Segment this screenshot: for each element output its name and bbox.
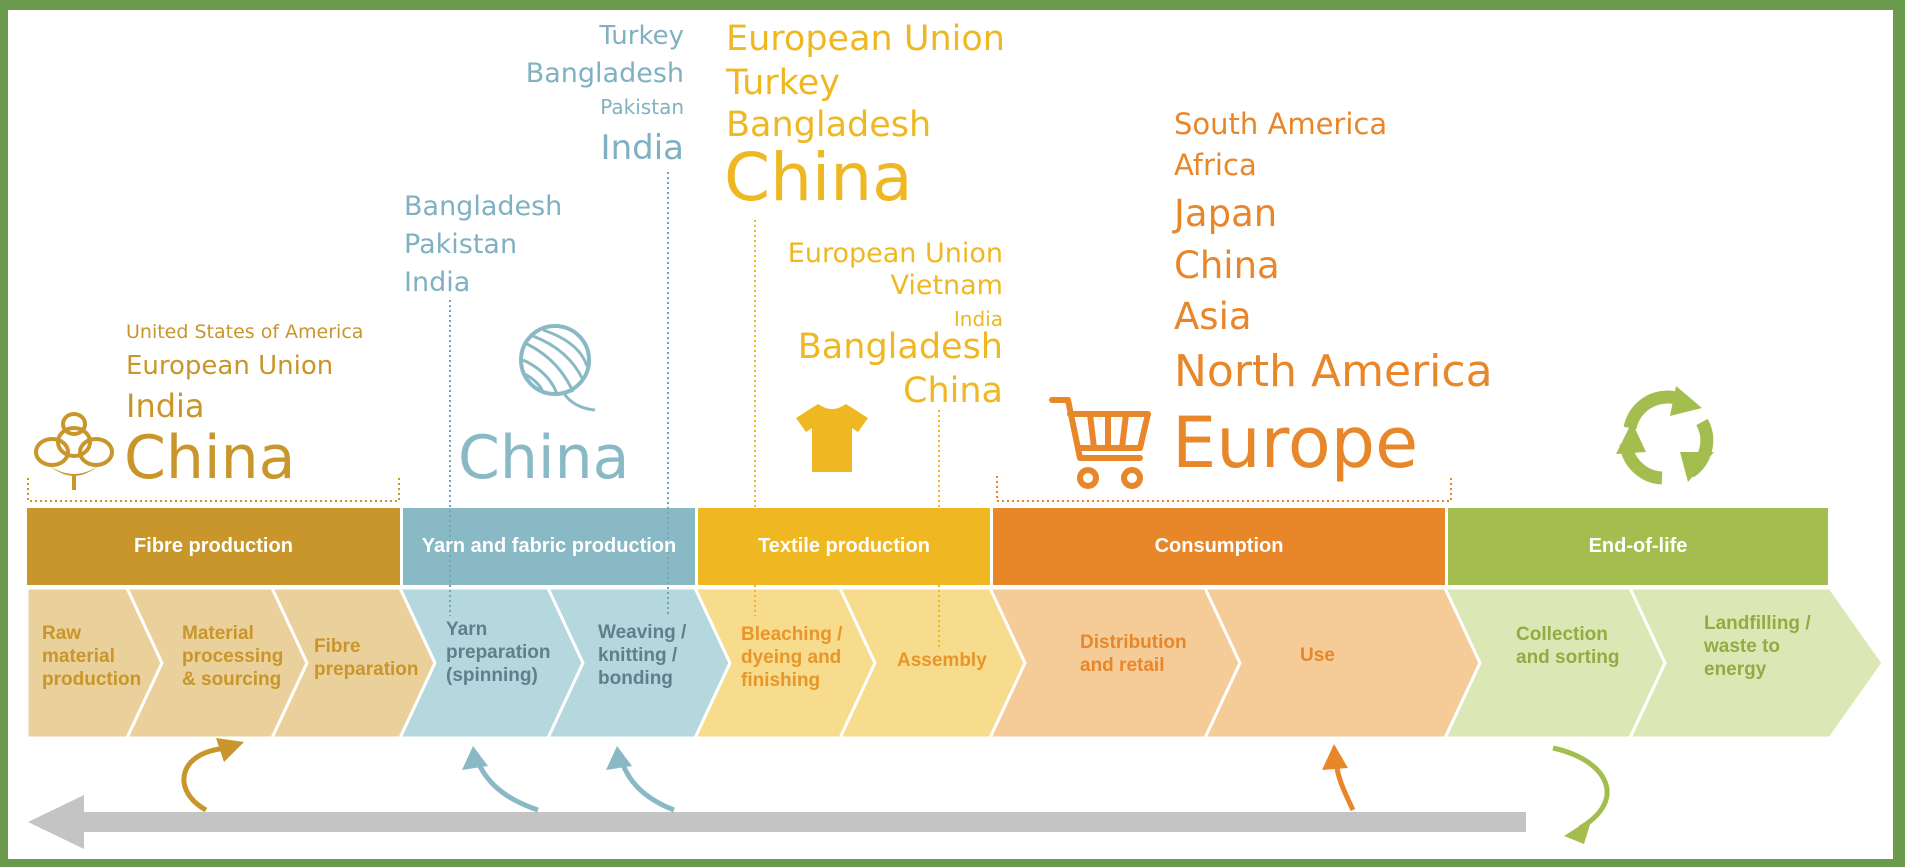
step-distribution: Distribution and retail (1080, 632, 1187, 676)
region-weaving-pakistan: Pakistan (600, 95, 684, 119)
region-finishing-eu: European Union (726, 19, 1005, 59)
spinning-return-arrow (462, 746, 539, 813)
chevron-landfilling (1627, 586, 1885, 740)
t-shirt-icon (796, 404, 868, 472)
region-yarn-china: China (458, 423, 630, 493)
region-weaving-turkey: Turkey (599, 21, 684, 51)
region-assembly-india: India (953, 307, 1003, 331)
step-landfilling: Landfilling / waste to energy (1704, 613, 1811, 680)
step-weaving: Weaving / knitting / bonding (598, 622, 687, 689)
stage-bar-textile (698, 508, 990, 585)
step-material-processing: Material processing & sourcing (182, 623, 284, 690)
stage-title-textile: Textile production (758, 535, 930, 557)
value-chain-graphic (25, 172, 1885, 849)
diagram-panel: Fibre production Yarn and fabric product… (8, 10, 1893, 859)
region-assembly-eu: European Union (787, 238, 1003, 269)
step-raw-material-production: Raw material production (42, 623, 142, 690)
recycle-icon (1616, 386, 1714, 485)
stage-title-fibre: Fibre production (134, 535, 293, 557)
yarn-ball-icon (519, 324, 596, 412)
step-assembly: Assembly (897, 650, 987, 671)
region-fibre-india: India (126, 387, 205, 425)
step-use: Use (1300, 645, 1335, 666)
step-fibre-preparation: Fibre preparation (314, 636, 419, 680)
region-assembly-vietnam: Vietnam (890, 270, 1003, 301)
region-consumption-africa: Africa (1174, 148, 1257, 182)
region-assembly-bangladesh: Bangladesh (797, 327, 1003, 367)
cotton-flower-icon (34, 412, 114, 490)
region-consumption-japan: Japan (1174, 192, 1278, 235)
stage-title-eol: End-of-life (1588, 535, 1688, 557)
chevron-use (1202, 586, 1482, 740)
region-finishing-china: China (724, 139, 913, 216)
shopping-cart-icon (1049, 397, 1151, 489)
stage-bar-yarn (403, 508, 695, 585)
region-weaving-bangladesh: Bangladesh (525, 58, 684, 89)
use-return-arrow (1322, 744, 1356, 812)
region-consumption-europe: Europe (1172, 402, 1419, 484)
region-spinning-india: India (404, 267, 471, 298)
eol-return-arrow (1552, 745, 1610, 844)
fibre-bracket (27, 478, 400, 502)
step-bleaching: Bleaching / dyeing and finishing (741, 624, 843, 691)
weaving-return-arrow (606, 746, 675, 813)
step-collection: Collection and sorting (1516, 624, 1620, 668)
region-weaving-india: India (600, 128, 684, 168)
region-consumption-south-america: South America (1174, 107, 1388, 141)
region-fibre-china: China (124, 423, 296, 493)
region-finishing-bangladesh: Bangladesh (726, 105, 932, 145)
fibre-loop-arrow (181, 738, 244, 813)
region-assembly-china: China (903, 371, 1003, 411)
step-yarn-preparation: Yarn preparation (spinning) (446, 619, 551, 686)
stage-bar-eol (1448, 508, 1828, 585)
stage-bar-consumption (993, 508, 1445, 585)
region-spinning-pakistan: Pakistan (404, 229, 518, 260)
region-fibre-eu: European Union (126, 351, 334, 381)
region-consumption-north-america: North America (1174, 346, 1493, 397)
circular-return-arrow (28, 795, 1526, 849)
stage-title-consumption: Consumption (1154, 535, 1284, 557)
region-finishing-turkey: Turkey (726, 63, 840, 103)
region-consumption-china: China (1174, 244, 1280, 287)
region-spinning-bangladesh: Bangladesh (404, 191, 563, 222)
region-consumption-asia: Asia (1174, 295, 1252, 338)
stage-title-yarn: Yarn and fabric production (421, 535, 677, 557)
stage-bar-fibre (27, 508, 400, 585)
region-fibre-usa: United States of America (126, 321, 364, 343)
consumption-bracket (996, 476, 1452, 502)
